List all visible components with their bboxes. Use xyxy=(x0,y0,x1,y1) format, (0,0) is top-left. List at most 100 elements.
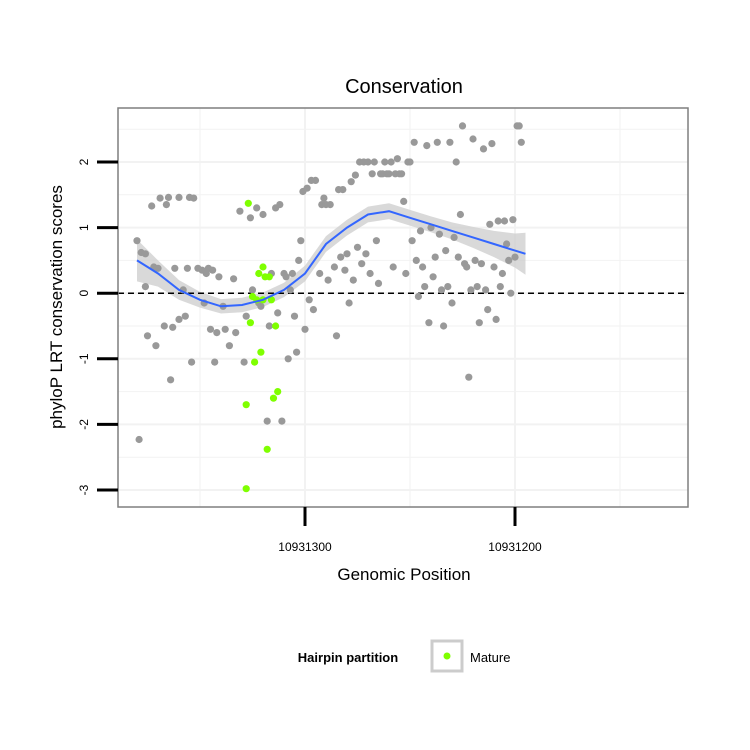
score-point xyxy=(400,197,408,205)
score-point xyxy=(215,273,223,281)
score-point xyxy=(341,266,349,274)
score-point xyxy=(343,250,351,258)
score-point xyxy=(511,253,519,261)
score-point xyxy=(408,237,416,245)
score-point xyxy=(442,247,450,255)
score-point xyxy=(393,155,401,163)
score-point xyxy=(507,289,515,297)
score-point xyxy=(419,263,427,271)
score-point xyxy=(368,170,376,178)
score-point xyxy=(503,240,511,248)
score-point xyxy=(509,216,517,224)
score-point xyxy=(484,306,492,314)
score-point xyxy=(505,256,513,264)
x-tick-label: 10931200 xyxy=(488,540,542,554)
score-point xyxy=(385,170,393,178)
score-point xyxy=(206,325,215,333)
score-point xyxy=(141,250,149,258)
score-point xyxy=(154,264,162,272)
score-point xyxy=(406,158,414,166)
score-point xyxy=(517,138,525,146)
score-point xyxy=(236,207,244,215)
legend: Hairpin partition Mature xyxy=(298,639,510,673)
legend-title: Hairpin partition xyxy=(298,650,398,665)
score-point xyxy=(358,260,366,268)
mature-point xyxy=(242,485,250,493)
score-point xyxy=(330,263,338,271)
smooth-line-layer xyxy=(136,210,526,308)
score-point xyxy=(374,279,383,287)
score-point xyxy=(274,309,282,317)
score-point xyxy=(248,286,257,294)
score-point xyxy=(362,250,370,258)
score-point xyxy=(257,302,265,310)
score-point xyxy=(297,237,305,245)
score-point xyxy=(167,376,175,384)
score-point xyxy=(164,193,173,201)
score-point xyxy=(496,283,504,291)
score-point xyxy=(488,140,496,148)
score-point xyxy=(364,158,372,166)
score-point xyxy=(469,135,477,143)
score-point xyxy=(265,322,273,330)
score-point xyxy=(211,358,219,366)
score-point xyxy=(242,312,250,320)
score-point xyxy=(225,342,233,350)
score-point xyxy=(450,233,458,241)
score-point xyxy=(423,142,431,150)
score-point xyxy=(477,260,485,268)
score-point xyxy=(259,210,267,219)
y-tick-label: -2 xyxy=(77,419,91,430)
score-point xyxy=(326,201,334,209)
score-point xyxy=(433,138,441,146)
score-point xyxy=(286,286,294,294)
score-point xyxy=(288,269,296,278)
y-tick-label: 2 xyxy=(77,158,91,165)
score-point xyxy=(425,319,433,327)
score-point xyxy=(221,325,229,333)
score-point xyxy=(347,178,355,186)
score-point xyxy=(230,275,238,283)
score-point xyxy=(332,332,341,340)
score-point xyxy=(316,269,324,278)
score-point xyxy=(156,194,164,202)
score-point xyxy=(412,256,420,264)
score-point xyxy=(456,210,464,219)
score-point xyxy=(482,286,490,294)
score-point xyxy=(276,201,284,209)
mature-point xyxy=(255,269,263,278)
x-axis: 10931300 10931200 xyxy=(278,507,542,554)
score-point xyxy=(175,193,183,201)
score-point xyxy=(160,322,168,330)
score-point xyxy=(301,325,309,333)
score-point xyxy=(311,176,320,184)
score-point xyxy=(467,286,475,294)
smooth-ribbon-layer xyxy=(137,203,526,314)
points-layer xyxy=(133,122,525,493)
score-point xyxy=(337,253,345,261)
mature-point xyxy=(244,199,252,207)
score-point xyxy=(135,435,143,444)
score-point xyxy=(169,323,177,331)
score-point xyxy=(263,417,271,425)
mature-point xyxy=(242,401,250,409)
legend-key-mature xyxy=(443,652,451,660)
score-point xyxy=(471,256,479,264)
score-point xyxy=(133,237,141,245)
score-point xyxy=(293,348,301,356)
smooth-trend-line xyxy=(136,210,526,308)
score-point xyxy=(452,158,460,166)
score-point xyxy=(421,283,429,291)
score-point xyxy=(440,322,448,330)
score-point xyxy=(349,276,357,284)
score-point xyxy=(282,273,290,281)
score-point xyxy=(162,201,170,209)
score-point xyxy=(183,264,191,272)
mature-point xyxy=(274,388,282,396)
score-point xyxy=(253,204,261,212)
score-point xyxy=(143,332,152,340)
score-point xyxy=(366,269,374,278)
y-tick-label: -1 xyxy=(77,353,91,364)
y-axis-title: phyloP LRT conservation scores xyxy=(47,185,66,429)
mature-point xyxy=(251,358,259,366)
